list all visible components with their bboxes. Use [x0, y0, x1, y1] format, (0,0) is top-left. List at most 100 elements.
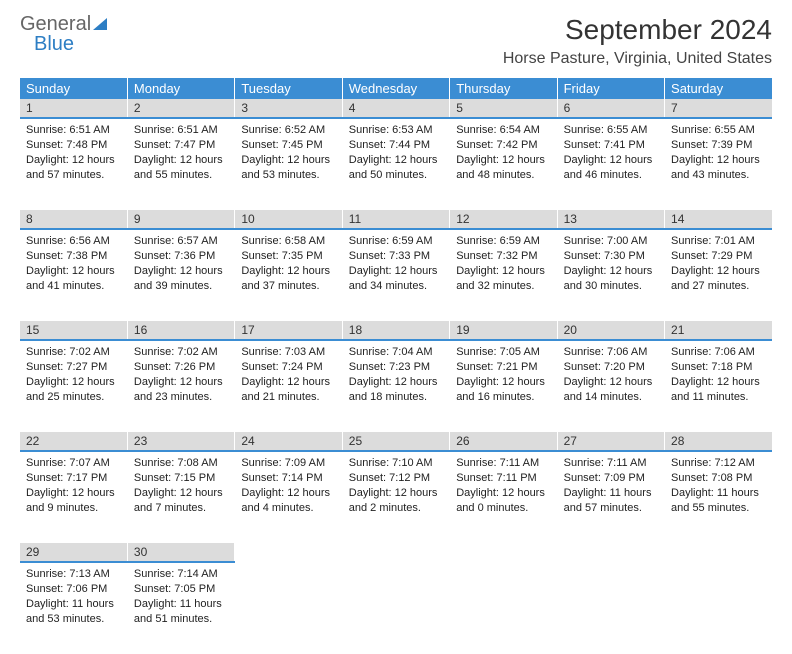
- sunset-line: Sunset: 7:24 PM: [241, 360, 335, 375]
- day-number-row: 15161718192021: [20, 321, 772, 340]
- day-content-cell: Sunrise: 7:06 AMSunset: 7:20 PMDaylight:…: [557, 340, 664, 432]
- sunrise-line: Sunrise: 7:02 AM: [134, 345, 228, 360]
- daylight-line: Daylight: 12 hours and 23 minutes.: [134, 375, 228, 405]
- logo: General Blue: [20, 14, 107, 54]
- sunrise-line: Sunrise: 7:08 AM: [134, 456, 228, 471]
- weekday-header-row: Sunday Monday Tuesday Wednesday Thursday…: [20, 78, 772, 99]
- daylight-line: Daylight: 12 hours and 7 minutes.: [134, 486, 228, 516]
- day-content-cell: Sunrise: 6:56 AMSunset: 7:38 PMDaylight:…: [20, 229, 127, 321]
- daylight-line: Daylight: 12 hours and 57 minutes.: [26, 153, 121, 183]
- daylight-line: Daylight: 12 hours and 41 minutes.: [26, 264, 121, 294]
- sunrise-line: Sunrise: 6:58 AM: [241, 234, 335, 249]
- sunset-line: Sunset: 7:20 PM: [564, 360, 658, 375]
- sunrise-line: Sunrise: 7:01 AM: [671, 234, 766, 249]
- sunrise-line: Sunrise: 6:51 AM: [134, 123, 228, 138]
- daylight-line: Daylight: 12 hours and 21 minutes.: [241, 375, 335, 405]
- sunset-line: Sunset: 7:42 PM: [456, 138, 550, 153]
- sunrise-line: Sunrise: 7:12 AM: [671, 456, 766, 471]
- sunset-line: Sunset: 7:17 PM: [26, 471, 121, 486]
- daylight-line: Daylight: 12 hours and 11 minutes.: [671, 375, 766, 405]
- day-content-cell: Sunrise: 6:58 AMSunset: 7:35 PMDaylight:…: [235, 229, 342, 321]
- day-number-cell: 19: [450, 321, 557, 340]
- day-number-cell: [450, 543, 557, 562]
- day-number-cell: 28: [665, 432, 772, 451]
- day-content-cell: Sunrise: 7:13 AMSunset: 7:06 PMDaylight:…: [20, 562, 127, 654]
- daylight-line: Daylight: 11 hours and 57 minutes.: [564, 486, 658, 516]
- day-number-cell: 3: [235, 99, 342, 118]
- header-tuesday: Tuesday: [235, 78, 342, 99]
- header-friday: Friday: [557, 78, 664, 99]
- sunset-line: Sunset: 7:32 PM: [456, 249, 550, 264]
- daylight-line: Daylight: 12 hours and 18 minutes.: [349, 375, 443, 405]
- day-content-cell: Sunrise: 6:55 AMSunset: 7:41 PMDaylight:…: [557, 118, 664, 210]
- day-number-cell: 17: [235, 321, 342, 340]
- day-number-cell: [235, 543, 342, 562]
- day-number-row: 2930: [20, 543, 772, 562]
- sunrise-line: Sunrise: 6:55 AM: [671, 123, 766, 138]
- day-number-cell: 26: [450, 432, 557, 451]
- sunrise-line: Sunrise: 7:05 AM: [456, 345, 550, 360]
- sunrise-line: Sunrise: 7:03 AM: [241, 345, 335, 360]
- sunrise-line: Sunrise: 6:53 AM: [349, 123, 443, 138]
- day-number-cell: 7: [665, 99, 772, 118]
- day-content-cell: [342, 562, 449, 654]
- day-number-cell: 14: [665, 210, 772, 229]
- day-number-cell: 25: [342, 432, 449, 451]
- day-content-cell: Sunrise: 7:00 AMSunset: 7:30 PMDaylight:…: [557, 229, 664, 321]
- day-content-cell: Sunrise: 7:01 AMSunset: 7:29 PMDaylight:…: [665, 229, 772, 321]
- day-number-cell: 20: [557, 321, 664, 340]
- day-number-cell: [557, 543, 664, 562]
- day-number-cell: 11: [342, 210, 449, 229]
- header: General Blue September 2024 Horse Pastur…: [20, 14, 772, 68]
- day-number-cell: 27: [557, 432, 664, 451]
- sunset-line: Sunset: 7:41 PM: [564, 138, 658, 153]
- sunrise-line: Sunrise: 7:10 AM: [349, 456, 443, 471]
- day-content-cell: Sunrise: 7:14 AMSunset: 7:05 PMDaylight:…: [127, 562, 234, 654]
- sunrise-line: Sunrise: 7:14 AM: [134, 567, 228, 582]
- daylight-line: Daylight: 12 hours and 50 minutes.: [349, 153, 443, 183]
- day-content-cell: Sunrise: 7:11 AMSunset: 7:11 PMDaylight:…: [450, 451, 557, 543]
- header-wednesday: Wednesday: [342, 78, 449, 99]
- day-content-row: Sunrise: 6:56 AMSunset: 7:38 PMDaylight:…: [20, 229, 772, 321]
- sunset-line: Sunset: 7:44 PM: [349, 138, 443, 153]
- sunset-line: Sunset: 7:27 PM: [26, 360, 121, 375]
- day-number-row: 22232425262728: [20, 432, 772, 451]
- sunrise-line: Sunrise: 6:52 AM: [241, 123, 335, 138]
- day-content-cell: Sunrise: 7:02 AMSunset: 7:26 PMDaylight:…: [127, 340, 234, 432]
- day-number-cell: 23: [127, 432, 234, 451]
- day-number-cell: 9: [127, 210, 234, 229]
- logo-triangle-icon: [93, 18, 107, 30]
- day-number-cell: [665, 543, 772, 562]
- daylight-line: Daylight: 12 hours and 27 minutes.: [671, 264, 766, 294]
- day-content-cell: Sunrise: 7:07 AMSunset: 7:17 PMDaylight:…: [20, 451, 127, 543]
- sunset-line: Sunset: 7:35 PM: [241, 249, 335, 264]
- day-content-cell: Sunrise: 7:06 AMSunset: 7:18 PMDaylight:…: [665, 340, 772, 432]
- day-content-cell: Sunrise: 7:10 AMSunset: 7:12 PMDaylight:…: [342, 451, 449, 543]
- sunset-line: Sunset: 7:36 PM: [134, 249, 228, 264]
- header-saturday: Saturday: [665, 78, 772, 99]
- sunrise-line: Sunrise: 7:11 AM: [564, 456, 658, 471]
- sunset-line: Sunset: 7:21 PM: [456, 360, 550, 375]
- daylight-line: Daylight: 12 hours and 53 minutes.: [241, 153, 335, 183]
- day-number-cell: 8: [20, 210, 127, 229]
- sunrise-line: Sunrise: 6:56 AM: [26, 234, 121, 249]
- sunrise-line: Sunrise: 6:51 AM: [26, 123, 121, 138]
- day-content-cell: Sunrise: 7:02 AMSunset: 7:27 PMDaylight:…: [20, 340, 127, 432]
- day-number-cell: 29: [20, 543, 127, 562]
- day-number-cell: 16: [127, 321, 234, 340]
- sunset-line: Sunset: 7:09 PM: [564, 471, 658, 486]
- sunrise-line: Sunrise: 7:07 AM: [26, 456, 121, 471]
- daylight-line: Daylight: 12 hours and 0 minutes.: [456, 486, 550, 516]
- day-content-cell: Sunrise: 6:59 AMSunset: 7:33 PMDaylight:…: [342, 229, 449, 321]
- sunset-line: Sunset: 7:08 PM: [671, 471, 766, 486]
- sunset-line: Sunset: 7:11 PM: [456, 471, 550, 486]
- sunrise-line: Sunrise: 6:57 AM: [134, 234, 228, 249]
- location: Horse Pasture, Virginia, United States: [503, 50, 772, 68]
- day-number-cell: 15: [20, 321, 127, 340]
- daylight-line: Daylight: 12 hours and 55 minutes.: [134, 153, 228, 183]
- calendar-table: Sunday Monday Tuesday Wednesday Thursday…: [20, 78, 772, 654]
- day-content-cell: Sunrise: 7:08 AMSunset: 7:15 PMDaylight:…: [127, 451, 234, 543]
- daylight-line: Daylight: 11 hours and 55 minutes.: [671, 486, 766, 516]
- sunrise-line: Sunrise: 7:13 AM: [26, 567, 121, 582]
- day-content-cell: Sunrise: 7:03 AMSunset: 7:24 PMDaylight:…: [235, 340, 342, 432]
